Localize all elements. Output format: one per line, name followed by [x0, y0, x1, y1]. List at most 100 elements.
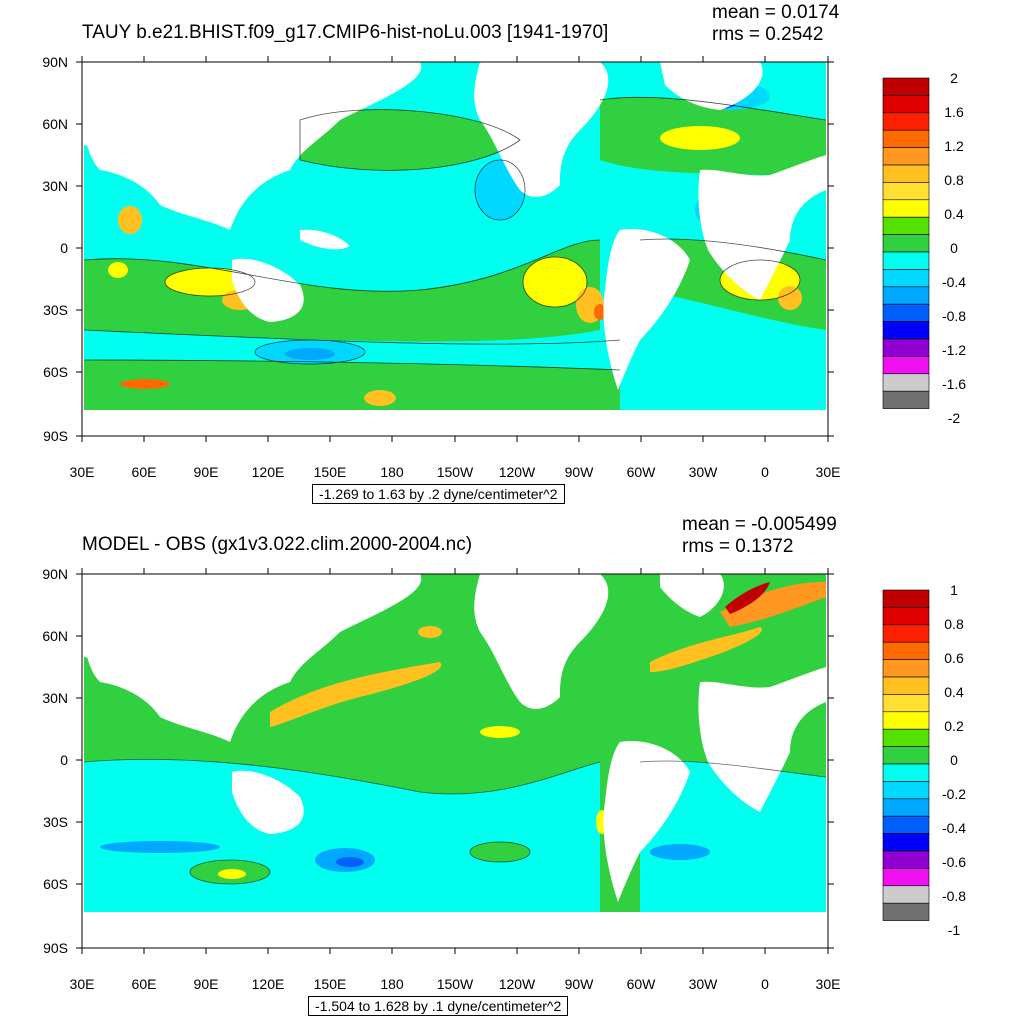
lon-label: 30E: [69, 976, 95, 992]
colorbar-swatch: [882, 607, 930, 626]
colorbar-swatch: [882, 373, 930, 392]
mean-value: mean = 0.0174: [712, 2, 840, 23]
lat-label: 0: [60, 240, 68, 256]
colorbar-swatch: [882, 641, 930, 660]
colorbar-label: 0: [950, 752, 958, 768]
colorbar-swatch: [882, 147, 930, 166]
colorbar-label: 0: [950, 240, 958, 256]
colorbar-swatch: [882, 902, 930, 921]
colorbar-swatch: [882, 303, 930, 322]
colorbar: [882, 589, 930, 921]
colorbar-swatch: [882, 321, 930, 340]
colorbar-swatch: [882, 868, 930, 887]
lon-label: 120E: [251, 464, 285, 480]
colorbar-swatch: [882, 199, 930, 218]
colorbar-swatch: [882, 338, 930, 357]
colorbar-label: 0.8: [944, 616, 964, 632]
colorbar: [882, 77, 930, 409]
colorbar-swatch: [882, 624, 930, 643]
colorbar-label: -0.8: [941, 888, 967, 904]
lon-label: 30E: [815, 976, 841, 992]
contour-info-box: -1.504 to 1.628 by .1 dyne/centimeter^2: [308, 996, 569, 1016]
colorbar-swatch: [882, 95, 930, 114]
colorbar-swatch: [882, 763, 930, 782]
lat-label: 60N: [42, 116, 68, 132]
colorbar-swatch: [882, 182, 930, 201]
field-layer: [82, 62, 828, 436]
map-panel-bottom: MODEL - OBS (gx1v3.022.clim.2000-2004.nc…: [0, 512, 1024, 1024]
lat-label: 60N: [42, 628, 68, 644]
colorbar-label: 2: [950, 70, 958, 86]
colorbar-swatch: [882, 269, 930, 288]
axis-ticks: [76, 568, 834, 954]
colorbar-swatch: [882, 711, 930, 730]
lat-label: 30N: [42, 178, 68, 194]
colorbar-label: 0.4: [944, 206, 964, 222]
lon-label: 150W: [436, 464, 474, 480]
panel-title: MODEL - OBS (gx1v3.022.clim.2000-2004.nc…: [82, 534, 473, 555]
colorbar-swatch: [882, 77, 930, 96]
lon-label: 120E: [251, 976, 285, 992]
contour-info-box: -1.269 to 1.63 by .2 dyne/centimeter^2: [312, 484, 565, 504]
field-layer: [82, 574, 828, 948]
colorbar-label: -1.6: [941, 376, 967, 392]
lat-label: 90S: [43, 428, 68, 444]
colorbar-swatch: [882, 850, 930, 869]
colorbar-label: 0.6: [944, 650, 964, 666]
colorbar-label: -0.6: [941, 854, 967, 870]
colorbar-swatch: [882, 234, 930, 253]
lat-label: 60S: [43, 876, 68, 892]
lat-label: 90N: [42, 566, 68, 582]
lat-label: 0: [60, 752, 68, 768]
colorbar-swatch: [882, 781, 930, 800]
lon-label: 180: [380, 976, 404, 992]
axis-ticks: [76, 56, 834, 442]
colorbar-swatch: [882, 833, 930, 852]
lon-label: 90W: [564, 464, 594, 480]
colorbar-label: -0.4: [941, 820, 967, 836]
colorbar-label: -2: [947, 410, 961, 426]
lat-label: 90N: [42, 54, 68, 70]
colorbar-label: -0.8: [941, 308, 967, 324]
colorbar-swatch: [882, 129, 930, 148]
map-panel-top: TAUY b.e21.BHIST.f09_g17.CMIP6-hist-noLu…: [42, 2, 967, 504]
colorbar-label: -0.4: [941, 274, 967, 290]
colorbar-label: 0.8: [944, 172, 964, 188]
lon-label: 30E: [69, 464, 95, 480]
lat-label: 60S: [43, 364, 68, 380]
map-plot: [76, 56, 930, 442]
lon-label: 60W: [626, 976, 656, 992]
colorbar-label: 1.6: [944, 104, 964, 120]
lon-label: 120W: [498, 976, 536, 992]
map-plot: [76, 568, 930, 954]
colorbar-swatch: [882, 589, 930, 608]
colorbar-swatch: [882, 676, 930, 695]
lon-label: 60E: [131, 976, 157, 992]
lon-label: 90W: [564, 976, 594, 992]
colorbar-swatch: [882, 694, 930, 713]
lon-label: 180: [380, 464, 404, 480]
colorbar-swatch: [882, 216, 930, 235]
panel-title: TAUY b.e21.BHIST.f09_g17.CMIP6-hist-noLu…: [82, 22, 609, 43]
lon-label: 150W: [436, 976, 474, 992]
rms-value: rms = 0.1372: [682, 536, 794, 557]
colorbar-label: -1: [947, 922, 961, 938]
colorbar-swatch: [882, 728, 930, 747]
colorbar-swatch: [882, 815, 930, 834]
lon-label: 0: [761, 464, 769, 480]
lon-label: 150E: [313, 976, 347, 992]
colorbar-swatch: [882, 112, 930, 131]
lat-label: 30S: [43, 302, 68, 318]
colorbar-label: 1: [950, 582, 958, 598]
lon-label: 90E: [193, 464, 219, 480]
lon-label: 60W: [626, 464, 656, 480]
colorbar-swatch: [882, 251, 930, 270]
lat-label: 30N: [42, 690, 68, 706]
lon-label: 30W: [688, 464, 718, 480]
colorbar-swatch: [882, 356, 930, 375]
lon-label: 60E: [131, 464, 157, 480]
colorbar-swatch: [882, 390, 930, 409]
colorbar-label: 0.4: [944, 684, 964, 700]
colorbar-label: 0.2: [944, 718, 964, 734]
colorbar-swatch: [882, 746, 930, 765]
